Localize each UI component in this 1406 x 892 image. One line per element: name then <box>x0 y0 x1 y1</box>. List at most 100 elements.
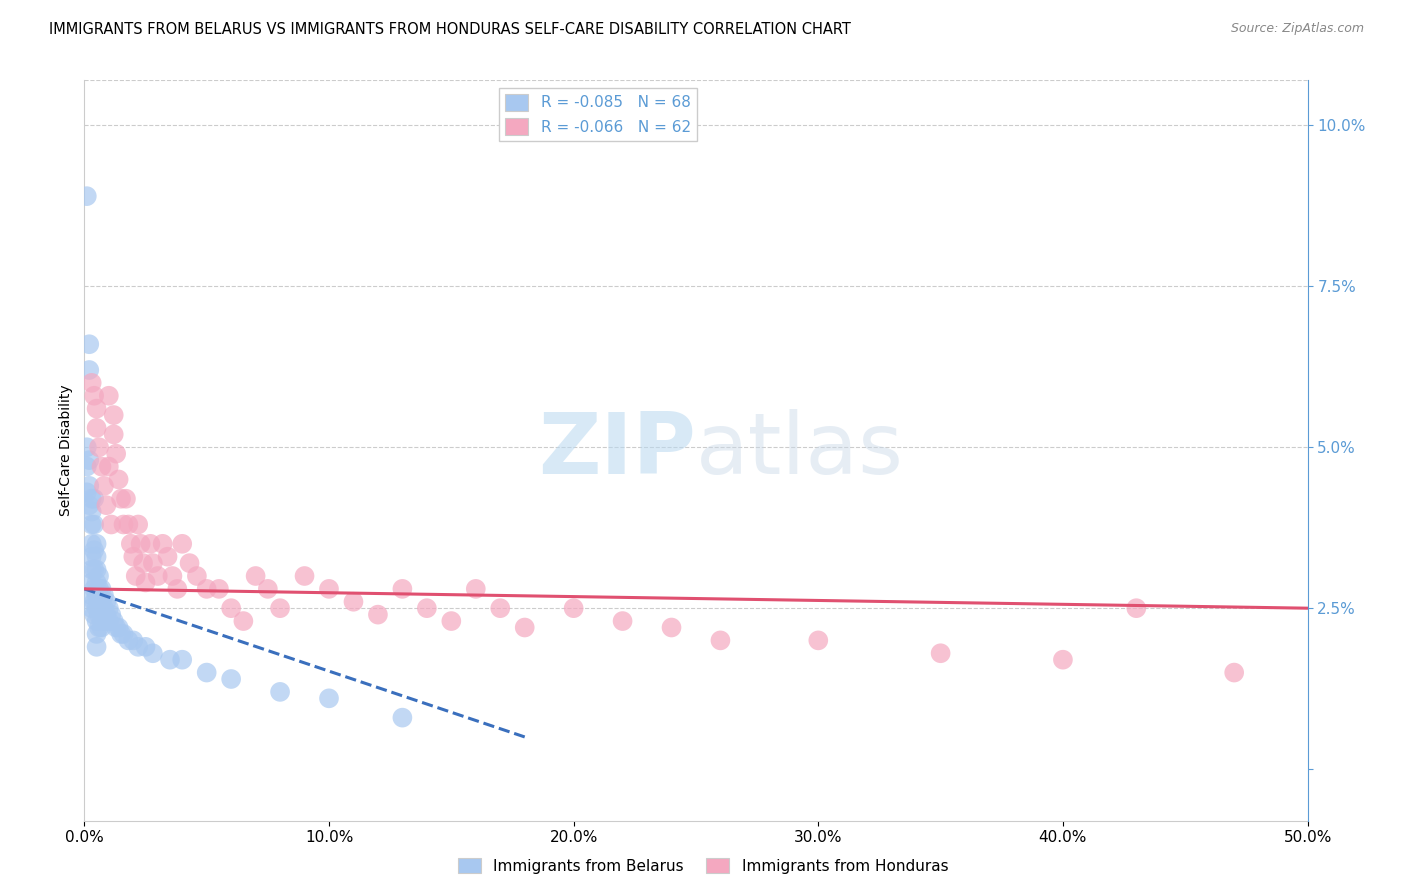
Point <box>87 582 110 596</box>
Point <box>76 440 98 454</box>
Point <box>86 563 108 577</box>
Point <box>87 569 110 583</box>
Point <box>77 498 100 512</box>
Point <box>1125 601 1147 615</box>
Point <box>103 614 125 628</box>
Point <box>96 595 118 609</box>
Point <box>245 569 267 583</box>
Point <box>318 582 340 596</box>
Point <box>513 620 536 634</box>
Point <box>77 337 100 351</box>
Legend: R = -0.085   N = 68, R = -0.066   N = 62: R = -0.085 N = 68, R = -0.066 N = 62 <box>499 88 697 141</box>
Point <box>90 620 112 634</box>
Point <box>83 543 105 558</box>
Point <box>105 447 128 461</box>
Point <box>80 575 103 590</box>
Point <box>117 633 139 648</box>
Point <box>93 614 115 628</box>
Point <box>709 633 731 648</box>
Point <box>86 401 108 416</box>
Point <box>107 472 129 486</box>
Point <box>90 595 112 609</box>
Point <box>76 189 98 203</box>
Point <box>76 485 98 500</box>
Point <box>86 614 108 628</box>
Point <box>115 491 138 506</box>
Point <box>87 440 110 454</box>
Point <box>86 421 108 435</box>
Point <box>232 614 254 628</box>
Point <box>83 607 105 622</box>
Point <box>132 556 155 570</box>
Point <box>142 646 165 660</box>
Point <box>80 517 103 532</box>
Point <box>80 376 103 390</box>
Point <box>172 653 194 667</box>
Point <box>97 389 120 403</box>
Point <box>77 363 100 377</box>
Legend: Immigrants from Belarus, Immigrants from Honduras: Immigrants from Belarus, Immigrants from… <box>451 852 955 880</box>
Point <box>612 614 634 628</box>
Point <box>1223 665 1246 680</box>
Point <box>80 588 103 602</box>
Point <box>489 601 512 615</box>
Point <box>86 640 108 654</box>
Point <box>100 607 122 622</box>
Point <box>142 556 165 570</box>
Point <box>86 537 108 551</box>
Point <box>125 569 148 583</box>
Point <box>86 549 108 564</box>
Point <box>416 601 439 615</box>
Point <box>186 569 208 583</box>
Point <box>112 627 135 641</box>
Point <box>77 479 100 493</box>
Point <box>391 582 413 596</box>
Point <box>135 640 157 654</box>
Point <box>117 517 139 532</box>
Point <box>146 569 169 583</box>
Point <box>139 537 162 551</box>
Point <box>929 646 952 660</box>
Point <box>80 549 103 564</box>
Point <box>83 582 105 596</box>
Point <box>83 389 105 403</box>
Point <box>162 569 184 583</box>
Text: ZIP: ZIP <box>538 409 696 492</box>
Point <box>80 563 103 577</box>
Point <box>105 620 128 634</box>
Point <box>97 459 120 474</box>
Point <box>86 588 108 602</box>
Point <box>562 601 585 615</box>
Point <box>93 601 115 615</box>
Point <box>83 563 105 577</box>
Point <box>103 427 125 442</box>
Point <box>440 614 463 628</box>
Y-axis label: Self-Care Disability: Self-Care Disability <box>59 384 73 516</box>
Point <box>127 517 149 532</box>
Point <box>86 627 108 641</box>
Point <box>661 620 683 634</box>
Point <box>97 601 120 615</box>
Point <box>93 588 115 602</box>
Point <box>87 595 110 609</box>
Point <box>100 517 122 532</box>
Point <box>257 582 280 596</box>
Point <box>83 491 105 506</box>
Point <box>159 653 181 667</box>
Point <box>219 672 242 686</box>
Point <box>152 537 174 551</box>
Point <box>86 601 108 615</box>
Point <box>219 601 242 615</box>
Point <box>172 537 194 551</box>
Point <box>1052 653 1074 667</box>
Point <box>80 601 103 615</box>
Point <box>107 620 129 634</box>
Point <box>90 607 112 622</box>
Point <box>367 607 389 622</box>
Point <box>83 517 105 532</box>
Point <box>807 633 830 648</box>
Point <box>342 595 364 609</box>
Point <box>208 582 231 596</box>
Point <box>96 607 118 622</box>
Point <box>112 517 135 532</box>
